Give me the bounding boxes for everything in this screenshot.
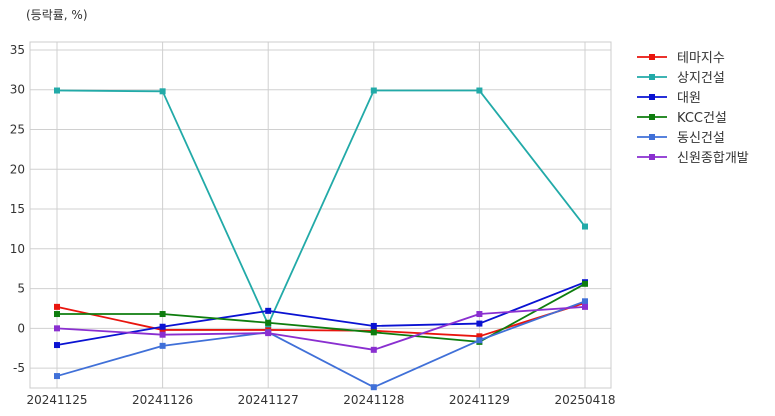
data-point-marker — [265, 319, 272, 326]
data-point-marker — [370, 384, 377, 391]
plot-background — [30, 42, 611, 388]
data-point-marker — [476, 337, 483, 344]
y-tick-label: 10 — [10, 242, 25, 256]
y-tick-label: 15 — [10, 202, 25, 216]
y-tick-label: -5 — [13, 361, 25, 375]
legend-item: KCC건설 — [637, 111, 727, 126]
x-tick-label: 20241127 — [238, 393, 299, 407]
series-line — [57, 283, 586, 343]
series-line — [56, 302, 586, 338]
data-point-marker — [54, 373, 60, 380]
data-point-marker — [265, 330, 272, 337]
x-tick-label: 20250418 — [554, 393, 615, 407]
y-tick-label: 20 — [10, 162, 25, 176]
data-point-marker — [582, 280, 588, 287]
legend-marker — [649, 154, 655, 160]
legend-item: 대원 — [637, 91, 701, 106]
data-point-marker — [159, 342, 166, 349]
data-point-marker — [476, 87, 483, 94]
data-point-marker — [54, 303, 60, 310]
data-point-marker — [159, 88, 166, 95]
data-point-marker — [159, 311, 166, 318]
series-line — [56, 305, 586, 351]
series-lines — [54, 87, 588, 391]
y-tick-label: 0 — [17, 321, 25, 335]
data-point-marker — [370, 346, 377, 353]
series-5 — [54, 303, 588, 353]
x-tick-label: 20241126 — [132, 393, 193, 407]
legend-marker — [649, 74, 655, 80]
data-point-marker — [582, 223, 588, 230]
data-point-marker — [54, 342, 60, 349]
data-point-marker — [476, 320, 483, 327]
series-line — [56, 281, 586, 346]
data-point-marker — [582, 298, 588, 305]
data-point-marker — [370, 322, 377, 329]
y-tick-label: 30 — [10, 83, 25, 97]
x-tick-label: 20241128 — [343, 393, 404, 407]
x-tick-label: 20241129 — [449, 393, 510, 407]
legend-item: 신원종합개발 — [637, 151, 749, 166]
legend-marker — [649, 54, 655, 60]
y-tick-label: 5 — [17, 282, 25, 296]
legend-item: 동신건설 — [637, 131, 725, 146]
data-point-marker — [159, 326, 166, 333]
legend-label: 신원종합개발 — [677, 151, 749, 166]
legend-label: 동신건설 — [677, 131, 725, 146]
legend-label: 테마지수 — [677, 51, 725, 66]
series-line — [56, 300, 586, 389]
plot-frame — [29, 41, 612, 389]
data-point-marker — [582, 303, 588, 310]
data-point-marker — [54, 311, 60, 318]
x-tick-label: 20241125 — [26, 393, 87, 407]
legend-marker — [649, 94, 655, 100]
legend-item: 테마지수 — [637, 51, 725, 66]
legend-label: 상지건설 — [677, 71, 725, 86]
axes: -5 0 5 10 15 20 25 30 35 20241125 20241126 20241127… — [10, 43, 616, 407]
data-point-marker — [476, 333, 483, 340]
data-point-marker — [476, 311, 483, 318]
legend-marker — [649, 114, 655, 120]
legend-item: 상지건설 — [637, 71, 725, 86]
data-point-marker — [370, 329, 377, 336]
legend-marker — [649, 134, 655, 140]
data-point-marker — [370, 87, 377, 94]
data-point-marker — [159, 323, 166, 330]
data-point-marker — [54, 87, 60, 94]
legend-label: KCC건설 — [677, 111, 727, 126]
unit-label: (등락률, %) — [26, 8, 88, 22]
series-line — [56, 89, 586, 326]
data-point-marker — [54, 325, 60, 332]
data-point-marker — [159, 331, 166, 338]
y-tick-label: 35 — [10, 43, 25, 57]
y-tick-label: 25 — [10, 122, 25, 136]
data-point-marker — [265, 307, 272, 314]
legend-label: 대원 — [677, 91, 701, 106]
